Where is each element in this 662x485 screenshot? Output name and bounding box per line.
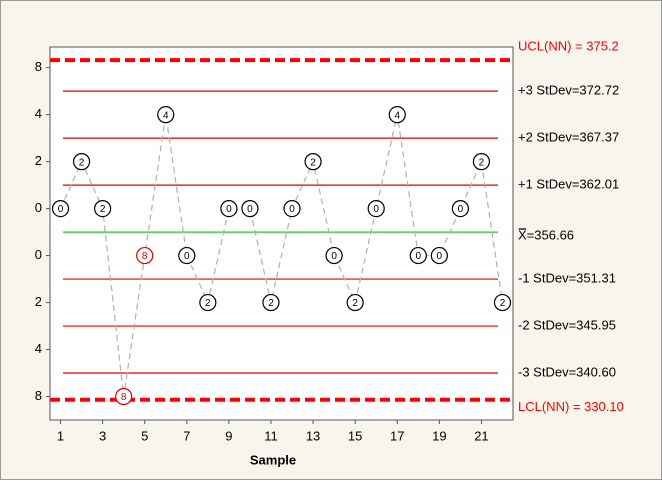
data-point [493,293,512,312]
reference-label: +3 StDev=372.72 [518,83,619,98]
score-label: 2 [268,298,274,309]
score-label: 0 [247,204,253,215]
data-point [304,153,322,171]
score-label: 2 [500,298,506,309]
x-tick-label: 13 [306,428,320,443]
data-point [199,293,217,312]
score-label: 8 [121,392,127,403]
x-tick-label: 3 [99,428,106,443]
data-point [388,106,406,124]
score-label: 2 [100,204,106,215]
score-label: 0 [416,251,422,262]
plot-area [49,46,514,421]
x-tick-label: 11 [264,428,278,443]
score-label: 2 [79,157,85,168]
score-label: 0 [458,204,464,215]
score-label: 0 [373,204,379,215]
score-label: 0 [226,204,232,215]
data-point [367,200,385,218]
data-point [283,200,301,218]
reference-label: -2 StDev=345.95 [518,317,616,332]
data-point [346,293,364,312]
data-point [115,387,133,406]
score-label: 2 [310,157,316,168]
y-tick-label: 8 [35,388,42,403]
reference-label: UCL(NN) = 375.2 [518,39,619,54]
score-label: 0 [58,204,64,215]
x-tick-label: 1 [57,428,64,443]
data-point [51,200,70,218]
y-tick-label: 2 [35,153,42,168]
score-label: 0 [289,204,295,215]
reference-label: +1 StDev=362.01 [518,177,619,192]
data-point [178,246,196,265]
x-tick-label: 15 [348,428,362,443]
reference-label: -1 StDev=351.31 [518,271,616,286]
y-tick-label: 0 [35,247,42,262]
y-tick-label: 0 [35,200,42,215]
reference-label: -3 StDev=340.60 [518,364,616,379]
data-point [94,200,112,218]
data-line [59,114,504,397]
score-label: 0 [184,251,190,262]
x-axis-label: Sample [250,452,296,467]
score-label: 4 [163,110,169,121]
data-point [262,293,280,312]
score-label: 2 [352,298,358,309]
score-label: 0 [331,251,337,262]
reference-label: LCL(NN) = 330.10 [518,399,624,414]
y-tick-label: 8 [35,59,42,74]
y-tick-label: 4 [35,341,42,356]
data-point [472,153,491,171]
data-point [136,246,154,265]
data-point [72,153,91,171]
x-tick-label: 5 [141,428,148,443]
x-tick-label: 17 [390,428,404,443]
x-tick-label: 19 [432,428,446,443]
reference-label: +2 StDev=367.37 [518,130,619,145]
data-point [220,200,238,218]
score-label: 0 [437,251,443,262]
x-tick-label: 9 [225,428,232,443]
data-point [157,106,175,124]
data-point [451,200,469,218]
score-label: 2 [205,298,211,309]
score-label: 8 [142,251,148,262]
data-point [325,246,343,265]
score-label: 2 [479,157,485,168]
score-label: 4 [394,110,400,121]
x-tick-label: 21 [474,428,488,443]
data-point [409,246,427,265]
data-point [241,200,259,218]
y-tick-label: 4 [35,106,42,121]
reference-label: X̿=356.66 [518,228,574,243]
x-tick-label: 7 [183,428,190,443]
data-point [430,246,448,265]
y-tick-label: 2 [35,294,42,309]
